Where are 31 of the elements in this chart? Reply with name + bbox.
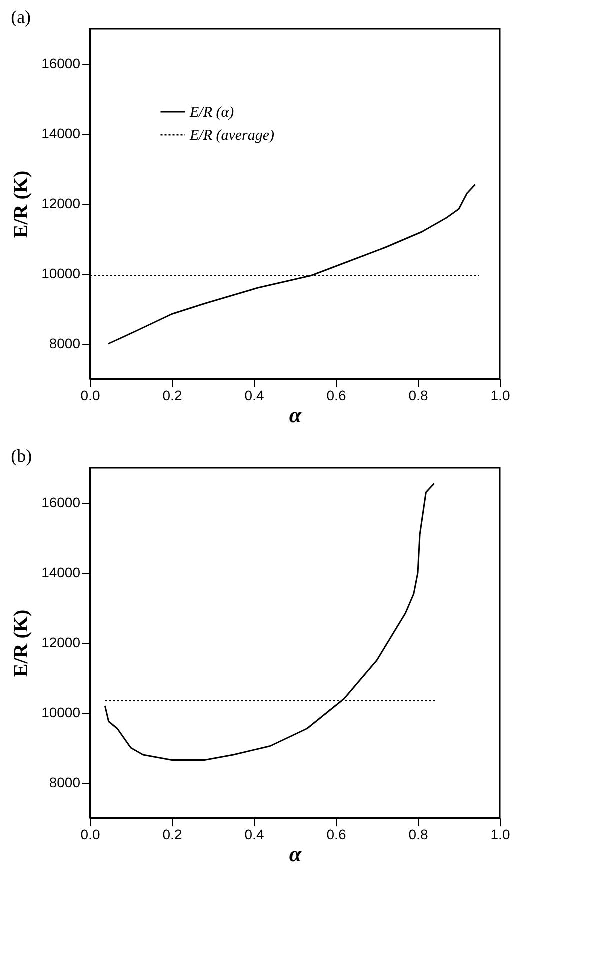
y-tick-label: 10000 <box>42 704 81 720</box>
x-axis-title: α <box>289 842 302 866</box>
legend-label: E/R (α) <box>189 105 234 121</box>
y-tick-label: 8000 <box>49 774 81 790</box>
y-tick-label: 14000 <box>42 564 81 580</box>
chart-title: (a) <box>11 7 32 27</box>
x-tick-label: 0.4 <box>244 826 264 842</box>
y-tick-label: 12000 <box>42 196 81 212</box>
x-tick-label: 0.6 <box>326 826 346 842</box>
y-axis-title: E/R (K) <box>10 610 33 678</box>
y-tick-label: 14000 <box>42 126 81 142</box>
line-series <box>104 483 436 761</box>
y-tick-label: 16000 <box>42 56 81 72</box>
x-tick-label: 1.0 <box>490 826 510 842</box>
x-tick-label: 0.4 <box>244 388 264 404</box>
legend-label: E/R (average) <box>189 128 275 144</box>
x-tick-label: 0.2 <box>162 388 182 404</box>
x-tick-label: 0.0 <box>80 826 100 842</box>
x-tick-label: 0.2 <box>162 826 182 842</box>
y-axis-title: E/R (K) <box>10 170 33 238</box>
x-tick-label: 0.8 <box>408 826 428 842</box>
x-tick-label: 0.6 <box>326 388 346 404</box>
x-tick-label: 0.0 <box>80 388 100 404</box>
y-tick-label: 12000 <box>42 634 81 650</box>
x-tick-label: 0.8 <box>408 388 428 404</box>
x-tick-label: 1.0 <box>490 388 510 404</box>
x-axis-title: α <box>289 402 302 428</box>
y-tick-label: 10000 <box>42 266 81 282</box>
y-tick-label: 16000 <box>42 494 81 510</box>
chart-title: (b) <box>11 446 32 466</box>
y-tick-label: 8000 <box>49 336 81 352</box>
